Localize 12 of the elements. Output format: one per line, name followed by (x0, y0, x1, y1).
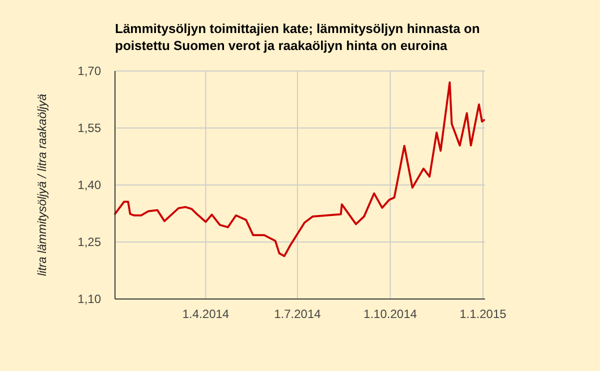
line-series (114, 81, 485, 258)
x-tick-label: 1.7.2014 (274, 307, 322, 321)
y-tick-label: 1,40 (78, 178, 102, 192)
y-tick-label: 1,25 (78, 235, 102, 250)
y-tick-label: 1,10 (78, 292, 102, 306)
x-tick-label: 1.10.2014 (364, 307, 418, 321)
y-axis-title: litra lämmitysöljyä / litra raakaöljyä (35, 94, 49, 276)
x-tick-label: 1.1.2015 (460, 307, 507, 321)
chart-title: Lämmitysöljyn toimittajien kate; lämmitysöljyn hinnasta on poistettu Suomen verot ja raakaöljyn hinta on euroina (115, 21, 480, 53)
y-tick-label: 1,70 (78, 64, 102, 78)
y-tick-label: 1,55 (78, 121, 102, 136)
x-tick-label: 1.4.2014 (182, 307, 230, 321)
